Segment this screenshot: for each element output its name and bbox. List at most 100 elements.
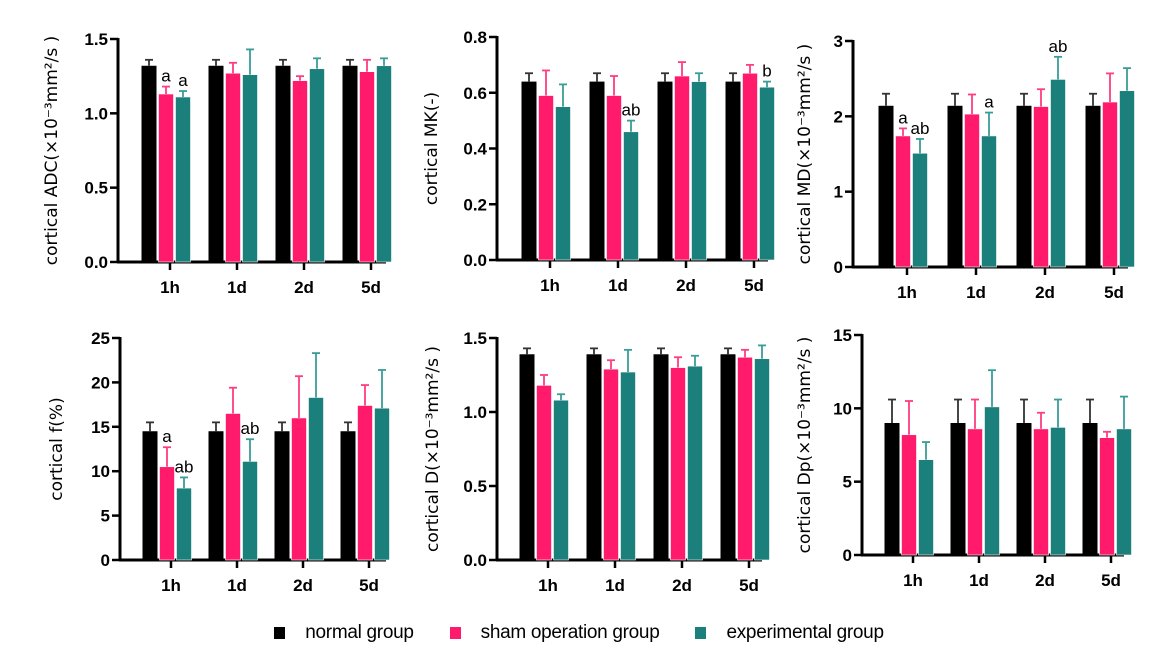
- y-tick-label: 25: [91, 329, 110, 348]
- y-tick-label: 3: [834, 32, 843, 51]
- bar-sham: [225, 72, 241, 263]
- bar-experimental: [623, 131, 639, 261]
- significance-label: a: [162, 427, 172, 446]
- bar-normal: [1016, 105, 1032, 267]
- legend-swatch-sham: [449, 627, 461, 639]
- x-tick-label: 5d: [359, 576, 379, 595]
- y-tick-label: 0: [101, 551, 110, 570]
- y-tick-label: 0.5: [463, 477, 487, 496]
- bar-normal: [720, 354, 736, 560]
- bar-experimental: [308, 397, 324, 561]
- bar-sham: [967, 428, 983, 556]
- bar-normal: [519, 354, 535, 560]
- chart-panel-2: cortical MK(-) 0.0 0.2 0.4 0.6 0.8 1h 1d 2d 5d ab b: [422, 28, 775, 295]
- bar-normal: [947, 105, 963, 267]
- y-tick-label: 5: [843, 473, 852, 492]
- legend-item-sham: sham operation group: [449, 622, 660, 644]
- x-tick-label: 2d: [1035, 571, 1055, 590]
- bar-normal: [342, 65, 358, 262]
- bar-sham: [603, 368, 619, 561]
- bar-normal: [208, 431, 224, 560]
- y-tick-label: 15: [833, 326, 852, 345]
- significance-label: b: [762, 62, 771, 81]
- y-tick-label: 0.4: [463, 140, 487, 159]
- chart-panel-5: cortical D(×10⁻³mm²/s ) 0.0 0.5 1.0 1.5 1h 1d 2…: [423, 329, 770, 595]
- bar-sham: [159, 466, 175, 561]
- bar-normal: [274, 431, 290, 560]
- bar-normal: [1082, 423, 1098, 555]
- y-tick-label: 15: [91, 418, 110, 437]
- x-tick-label: 5d: [361, 278, 381, 297]
- bar-experimental: [620, 371, 636, 561]
- bar-experimental: [1050, 427, 1066, 556]
- legend-label-normal: normal group: [305, 622, 414, 643]
- significance-label: a: [984, 93, 994, 112]
- y-tick-label: 1.0: [84, 104, 108, 123]
- y-tick-label: 0.5: [84, 179, 108, 198]
- y-axis-title: cortical MD(×10⁻³mm²/s ): [795, 44, 815, 265]
- bar-sham: [357, 405, 373, 561]
- legend-label-experimental: experimental group: [726, 622, 884, 643]
- significance-label: ab: [1049, 37, 1068, 56]
- bar-normal: [884, 423, 900, 555]
- bar-sham: [291, 417, 307, 561]
- y-tick-label: 0.0: [463, 251, 487, 270]
- bar-sham: [292, 80, 308, 263]
- bar-sham: [674, 75, 690, 261]
- x-tick-label: 1h: [160, 278, 180, 297]
- legend-swatch-normal: [274, 627, 286, 639]
- bar-experimental: [242, 74, 258, 263]
- bar-sham: [1099, 437, 1115, 556]
- bar-sham: [1033, 428, 1049, 556]
- legend-swatch-experimental: [695, 627, 707, 639]
- legend: normal group sham operation group experi…: [0, 616, 1158, 650]
- y-tick-label: 1: [834, 183, 843, 202]
- bar-experimental: [981, 135, 997, 268]
- bar-experimental: [1116, 428, 1132, 556]
- x-tick-label: 1h: [903, 571, 923, 590]
- bar-experimental: [912, 152, 928, 268]
- x-tick-label: 5d: [1104, 283, 1124, 302]
- bar-sham: [225, 413, 241, 561]
- bar-experimental: [309, 68, 325, 263]
- y-tick-label: 1.0: [463, 403, 487, 422]
- y-axis-title: cortical MK(-): [422, 92, 442, 205]
- x-tick-label: 1h: [897, 283, 917, 302]
- bar-experimental: [176, 487, 192, 561]
- bar-experimental: [984, 406, 1000, 556]
- bar-experimental: [374, 407, 390, 561]
- y-axis-title: cortical ADC(×10⁻³mm²/s ): [42, 36, 62, 265]
- bar-sham: [742, 72, 758, 261]
- bar-experimental: [691, 81, 707, 261]
- bar-normal: [589, 81, 605, 260]
- y-tick-label: 1.5: [463, 329, 487, 348]
- bar-normal: [878, 105, 894, 267]
- x-tick-label: 2d: [294, 278, 314, 297]
- bar-experimental: [687, 365, 703, 561]
- bar-experimental: [759, 86, 775, 261]
- bar-normal: [142, 431, 158, 560]
- y-tick-label: 5: [101, 507, 110, 526]
- x-tick-label: 1d: [966, 283, 986, 302]
- bar-normal: [208, 65, 224, 262]
- y-axis-title: cortical f(%): [47, 397, 67, 500]
- y-tick-label: 10: [91, 462, 110, 481]
- chart-panel-1: cortical ADC(×10⁻³mm²/s ) 0.0 0.5 1.0 1.5 1h 1…: [42, 30, 392, 297]
- x-tick-label: 5d: [1101, 571, 1121, 590]
- x-tick-label: 1d: [227, 576, 247, 595]
- significance-label: ab: [622, 101, 641, 120]
- y-tick-label: 2: [834, 107, 843, 126]
- bar-normal: [141, 65, 157, 262]
- bar-experimental: [555, 106, 571, 261]
- x-tick-label: 2d: [672, 576, 692, 595]
- y-tick-label: 20: [91, 373, 110, 392]
- x-tick-label: 2d: [1035, 283, 1055, 302]
- y-tick-label: 0.0: [463, 551, 487, 570]
- significance-label: a: [178, 71, 188, 90]
- y-tick-label: 10: [833, 399, 852, 418]
- x-tick-label: 1d: [605, 576, 625, 595]
- bar-sham: [737, 356, 753, 561]
- significance-label: a: [161, 67, 171, 86]
- x-tick-label: 5d: [739, 576, 759, 595]
